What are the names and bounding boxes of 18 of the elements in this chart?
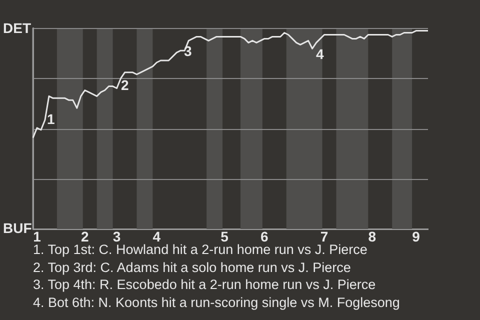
annotation: 1 bbox=[47, 110, 55, 127]
x-tick-label: 7 bbox=[320, 228, 328, 244]
x-tick-label: 2 bbox=[80, 228, 89, 244]
x-tick-label: 5 bbox=[220, 228, 229, 244]
text: 4. Bot 6th: N. Koonts hit a run-scoring single vs M. Foglesong bbox=[33, 294, 400, 311]
text: 3. Top 4th: R. Escobedo hit a 2-run home run vs J. Pierce bbox=[33, 276, 377, 294]
text: BUF bbox=[3, 220, 32, 236]
annotation: 4 bbox=[316, 46, 324, 62]
x-tick-label: 6 bbox=[260, 228, 269, 244]
x-tick-label: 1 bbox=[33, 228, 42, 244]
text: 2. Top 3rd: C. Adams hit a solo home run vs J. Pierce bbox=[33, 258, 352, 276]
text: 1. Top 1st: C. Howland hit a 2-run home run vs J. Pierce bbox=[33, 242, 368, 257]
annotation: 2 bbox=[121, 76, 129, 93]
x-tick-label: 8 bbox=[368, 228, 376, 244]
x-tick-label: 4 bbox=[152, 228, 161, 244]
text: DET bbox=[3, 20, 32, 36]
x-tick-label: 9 bbox=[412, 228, 420, 244]
x-tick-label: 3 bbox=[112, 228, 121, 244]
